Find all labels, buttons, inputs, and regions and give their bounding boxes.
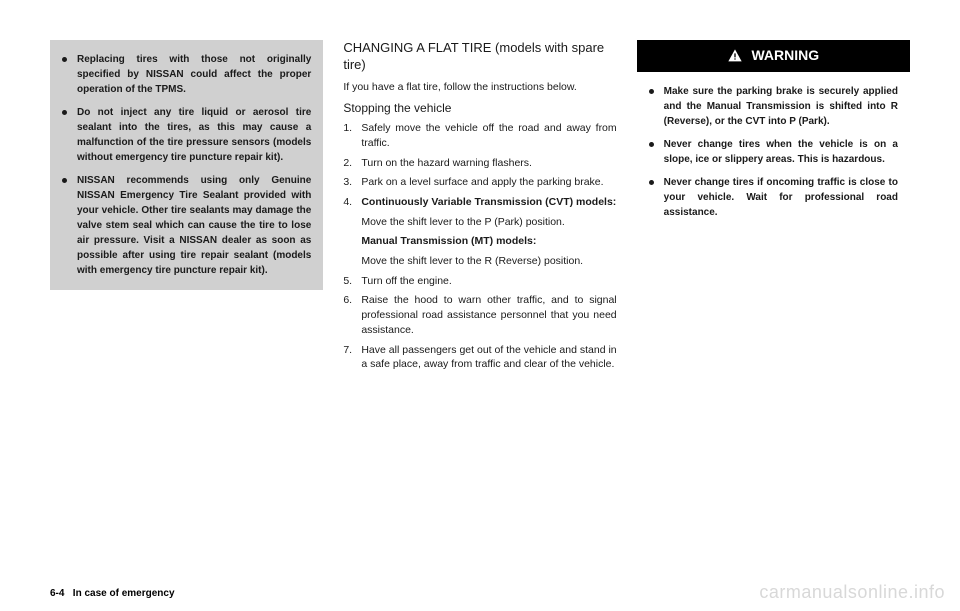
step-item: 4.Continuously Variable Transmission (CV… [343, 195, 616, 210]
step-item: 3.Park on a level surface and apply the … [343, 175, 616, 190]
warning-icon [727, 48, 743, 64]
step-text: Park on a level surface and apply the pa… [361, 175, 603, 190]
bullet-icon [62, 57, 67, 62]
warning-box: Make sure the parking brake is securely … [637, 72, 910, 232]
warning-header: WARNING [637, 40, 910, 72]
section-title: In case of emergency [73, 588, 175, 599]
watermark: carmanualsonline.info [759, 582, 945, 603]
warning-item: Never change tires when the vehicle is o… [649, 137, 898, 167]
column-3: WARNING Make sure the parking brake is s… [637, 40, 910, 541]
page-number: 6-4 [50, 588, 64, 599]
steps-list: 1.Safely move the vehicle off the road a… [343, 121, 616, 372]
step-indented: Move the shift lever to the R (Reverse) … [361, 254, 616, 269]
step-item: 5.Turn off the engine. [343, 274, 616, 289]
step-text: Turn off the engine. [361, 274, 451, 289]
page-footer: 6-4 In case of emergency [50, 588, 175, 599]
bullet-icon [62, 178, 67, 183]
step-text: Have all passengers get out of the vehic… [361, 343, 616, 372]
info-text: NISSAN recommends using only Genuine NIS… [77, 173, 311, 278]
step-indented: Move the shift lever to the P (Park) pos… [361, 215, 616, 230]
info-item: Replacing tires with those not originall… [62, 52, 311, 97]
info-list: Replacing tires with those not originall… [62, 52, 311, 278]
info-item: NISSAN recommends using only Genuine NIS… [62, 173, 311, 278]
step-text: Continuously Variable Transmission (CVT)… [361, 195, 616, 210]
warning-list: Make sure the parking brake is securely … [649, 84, 898, 220]
section-heading: CHANGING A FLAT TIRE (models with spare … [343, 40, 616, 74]
step-number: 2. [343, 156, 361, 171]
info-item: Do not inject any tire liquid or aerosol… [62, 105, 311, 165]
column-1: Replacing tires with those not originall… [50, 40, 323, 541]
warning-item: Never change tires if oncoming traffic i… [649, 175, 898, 220]
step-number: 4. [343, 195, 361, 210]
sub-heading: Stopping the vehicle [343, 100, 616, 117]
warning-item: Make sure the parking brake is securely … [649, 84, 898, 129]
step-item: 7.Have all passengers get out of the veh… [343, 343, 616, 372]
step-number: 5. [343, 274, 361, 289]
warning-text: Never change tires if oncoming traffic i… [664, 175, 898, 220]
warning-text: Never change tires when the vehicle is o… [664, 137, 898, 167]
bullet-icon [62, 110, 67, 115]
info-text: Replacing tires with those not originall… [77, 52, 311, 97]
step-item: 6.Raise the hood to warn other traffic, … [343, 293, 616, 337]
step-item: 1.Safely move the vehicle off the road a… [343, 121, 616, 150]
step-number: 1. [343, 121, 361, 150]
step-text: Turn on the hazard warning flashers. [361, 156, 532, 171]
intro-text: If you have a flat tire, follow the inst… [343, 80, 616, 95]
step-number: 7. [343, 343, 361, 372]
step-indented: Manual Transmission (MT) models: [361, 234, 616, 249]
bullet-icon [649, 142, 654, 147]
warning-label: WARNING [751, 46, 819, 66]
bullet-icon [649, 180, 654, 185]
step-number: 6. [343, 293, 361, 337]
step-item: 2.Turn on the hazard warning flashers. [343, 156, 616, 171]
step-number: 3. [343, 175, 361, 190]
warning-text: Make sure the parking brake is securely … [664, 84, 898, 129]
bullet-icon [649, 89, 654, 94]
step-text: Safely move the vehicle off the road and… [361, 121, 616, 150]
column-2: CHANGING A FLAT TIRE (models with spare … [343, 40, 616, 541]
info-text: Do not inject any tire liquid or aerosol… [77, 105, 311, 165]
info-box: Replacing tires with those not originall… [50, 40, 323, 290]
step-text: Raise the hood to warn other traffic, an… [361, 293, 616, 337]
